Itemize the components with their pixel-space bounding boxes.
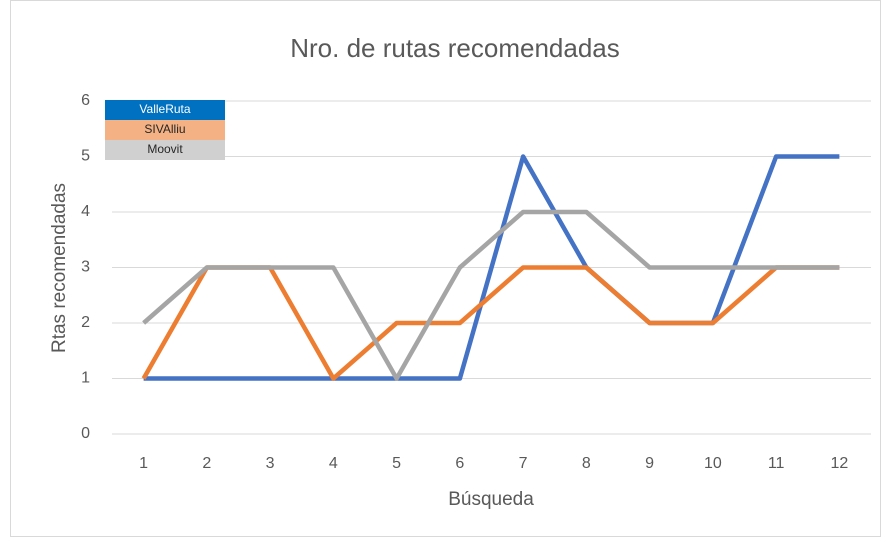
y-tick-label: 0 xyxy=(81,425,90,442)
y-tick-label: 1 xyxy=(81,370,90,387)
x-tick-label: 10 xyxy=(704,455,722,472)
y-tick-label: 4 xyxy=(81,203,90,220)
series-line xyxy=(143,154,840,381)
x-tick-label: 7 xyxy=(519,455,528,472)
x-tick-label: 5 xyxy=(392,455,401,472)
y-tick-label: 6 xyxy=(81,92,90,109)
y-tick-label: 3 xyxy=(81,259,90,276)
x-tick-label: 1 xyxy=(139,455,148,472)
x-tick-label: 8 xyxy=(582,455,591,472)
y-tick-label: 2 xyxy=(81,314,90,331)
series-line xyxy=(142,209,840,381)
x-tick-label: 6 xyxy=(455,455,464,472)
x-tick-label: 9 xyxy=(645,455,654,472)
legend-label: Moovit xyxy=(147,142,183,156)
legend-label: ValleRuta xyxy=(139,102,190,116)
legend-label: SIVAlliu xyxy=(144,122,185,136)
x-tick-label: 2 xyxy=(202,455,211,472)
y-tick-label: 5 xyxy=(81,148,90,165)
legend-swatch xyxy=(105,140,225,160)
x-tick-label: 11 xyxy=(768,455,785,472)
x-tick-label: 4 xyxy=(329,455,338,472)
legend-swatch xyxy=(105,100,225,120)
y-axis-label: Rtas recomendadas xyxy=(49,183,70,353)
x-tick-label: 3 xyxy=(266,455,275,472)
x-tick-label: 12 xyxy=(830,455,848,472)
chart-title: Nro. de rutas recomendadas xyxy=(290,33,620,63)
legend-swatch xyxy=(105,120,225,140)
x-axis-label: Búsqueda xyxy=(448,489,534,510)
